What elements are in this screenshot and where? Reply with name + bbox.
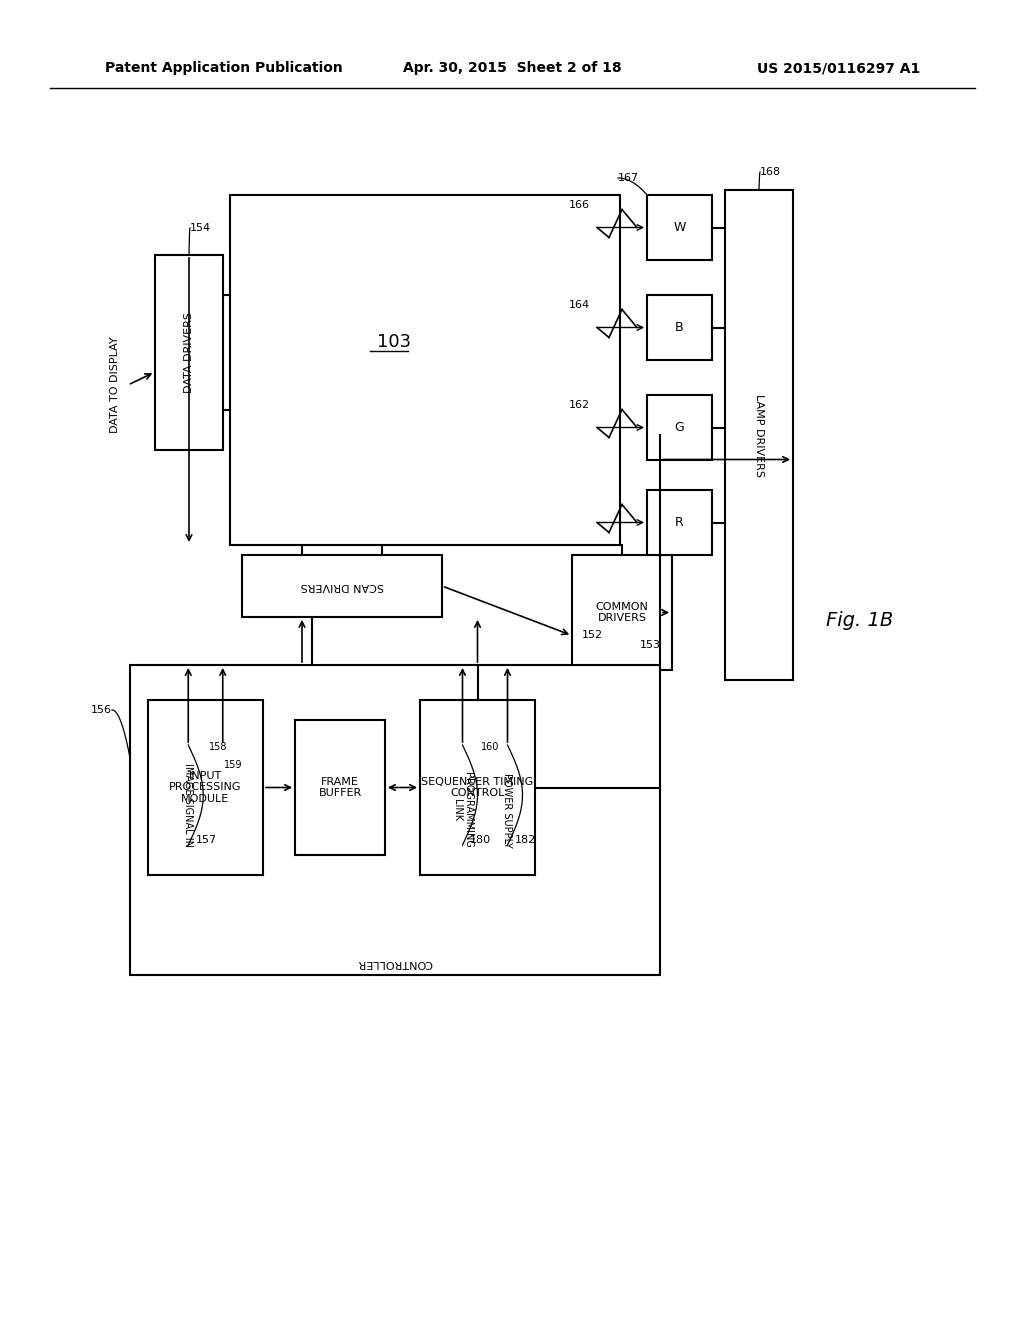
Text: CONTROLLER: CONTROLLER — [357, 958, 433, 968]
Bar — [155, 255, 223, 450]
Text: W: W — [674, 220, 686, 234]
Text: PROGRAMMING
LINK: PROGRAMMING LINK — [452, 772, 473, 847]
Text: 152: 152 — [582, 630, 603, 640]
Bar — [230, 195, 620, 545]
Text: 156: 156 — [91, 705, 112, 715]
Bar — [647, 490, 712, 554]
Text: 167: 167 — [618, 173, 639, 183]
Text: US 2015/0116297 A1: US 2015/0116297 A1 — [757, 61, 920, 75]
Text: 164: 164 — [568, 301, 590, 310]
Text: SEQUENCER TIMING
CONTROL: SEQUENCER TIMING CONTROL — [421, 776, 534, 799]
Bar — [647, 294, 712, 360]
Text: INPUT
PROCESSING
MODULE: INPUT PROCESSING MODULE — [169, 771, 242, 804]
Text: 159: 159 — [223, 760, 242, 770]
Bar — [725, 190, 793, 680]
Bar — [572, 554, 672, 671]
Text: POWER SUPPLY: POWER SUPPLY — [503, 772, 512, 847]
Text: 103: 103 — [377, 333, 411, 351]
Text: Patent Application Publication: Patent Application Publication — [105, 61, 343, 75]
Text: 158: 158 — [209, 742, 227, 752]
Text: R: R — [675, 516, 684, 529]
Text: 154: 154 — [190, 223, 211, 234]
Text: 166: 166 — [568, 201, 590, 210]
Text: 157: 157 — [196, 836, 217, 845]
Text: SCAN DRIVERS: SCAN DRIVERS — [300, 581, 384, 591]
Text: 180: 180 — [470, 836, 492, 845]
Text: 182: 182 — [515, 836, 537, 845]
Text: Fig. 1B: Fig. 1B — [826, 610, 894, 630]
Bar — [647, 395, 712, 459]
Bar — [242, 554, 442, 616]
Text: 153: 153 — [640, 640, 662, 649]
Text: 160: 160 — [481, 742, 500, 752]
Text: IMAGE SIGNAL IN: IMAGE SIGNAL IN — [183, 763, 194, 847]
Text: G: G — [675, 421, 684, 434]
Text: DATA DRIVERS: DATA DRIVERS — [184, 312, 194, 393]
Text: LAMP DRIVERS: LAMP DRIVERS — [754, 393, 764, 477]
Text: COMMON
DRIVERS: COMMON DRIVERS — [596, 602, 648, 623]
Bar — [295, 719, 385, 855]
Text: FRAME
BUFFER: FRAME BUFFER — [318, 776, 361, 799]
Bar — [647, 195, 712, 260]
Bar — [148, 700, 263, 875]
Bar — [420, 700, 535, 875]
Text: Apr. 30, 2015  Sheet 2 of 18: Apr. 30, 2015 Sheet 2 of 18 — [402, 61, 622, 75]
Text: B: B — [675, 321, 684, 334]
Text: DATA TO DISPLAY: DATA TO DISPLAY — [110, 337, 120, 433]
Text: 162: 162 — [568, 400, 590, 411]
Bar — [130, 665, 660, 975]
Text: 168: 168 — [760, 168, 781, 177]
